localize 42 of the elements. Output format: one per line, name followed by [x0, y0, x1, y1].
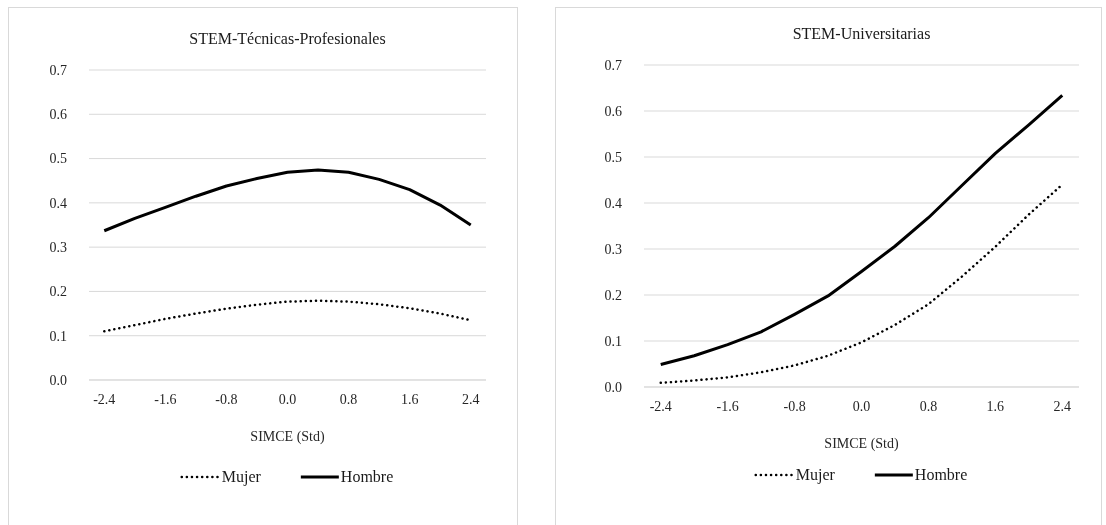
x-axis-title: SIMCE (Std)	[824, 436, 899, 452]
legend-label: Mujer	[221, 468, 262, 486]
line-series	[103, 299, 472, 333]
x-axis-title: SIMCE (Std)	[250, 429, 325, 445]
x-tick-label: 2.4	[461, 391, 480, 407]
chart-title: STEM-Universitarias	[792, 25, 931, 42]
y-tick-label: 0.4	[604, 195, 622, 211]
x-tick-label: -1.6	[716, 398, 739, 414]
x-tick-label: -2.4	[93, 391, 116, 407]
x-tick-label: -2.4	[649, 398, 672, 414]
line-series	[102, 168, 473, 233]
y-tick-label: 0.6	[49, 107, 67, 123]
x-tick-label: 2.4	[1053, 398, 1072, 414]
x-tick-label: 0.0	[852, 398, 871, 414]
y-tick-label: 0.5	[604, 149, 622, 165]
x-tick-label: 1.6	[986, 398, 1005, 414]
y-tick-label: 0.1	[49, 328, 67, 344]
y-tick-label: 0.3	[49, 240, 67, 256]
legend-label: Hombre	[914, 466, 968, 483]
y-tick-label: 0.6	[604, 103, 622, 119]
legend-label: Hombre	[340, 468, 394, 485]
y-tick-label: 0.0	[49, 372, 67, 388]
chart-title: STEM-Técnicas-Profesionales	[189, 30, 386, 47]
y-tick-label: 0.4	[49, 195, 67, 211]
legend-label: Mujer	[795, 466, 836, 484]
y-tick-label: 0.0	[604, 379, 622, 395]
y-tick-label: 0.5	[49, 151, 67, 167]
y-tick-label: 0.7	[49, 62, 67, 78]
x-tick-label: -0.8	[783, 398, 806, 414]
x-tick-label: 0.8	[339, 391, 358, 407]
y-tick-label: 0.3	[604, 241, 622, 257]
y-tick-label: 0.7	[604, 57, 622, 73]
x-tick-label: 0.0	[278, 391, 297, 407]
y-tick-label: 0.2	[604, 287, 622, 303]
x-tick-label: -0.8	[215, 391, 238, 407]
y-tick-label: 0.1	[604, 333, 622, 349]
x-tick-label: 0.8	[919, 398, 938, 414]
x-tick-label: 1.6	[400, 391, 419, 407]
line-series	[659, 93, 1064, 366]
line-series	[659, 183, 1064, 385]
y-tick-label: 0.2	[49, 284, 67, 300]
x-tick-label: -1.6	[154, 391, 177, 407]
